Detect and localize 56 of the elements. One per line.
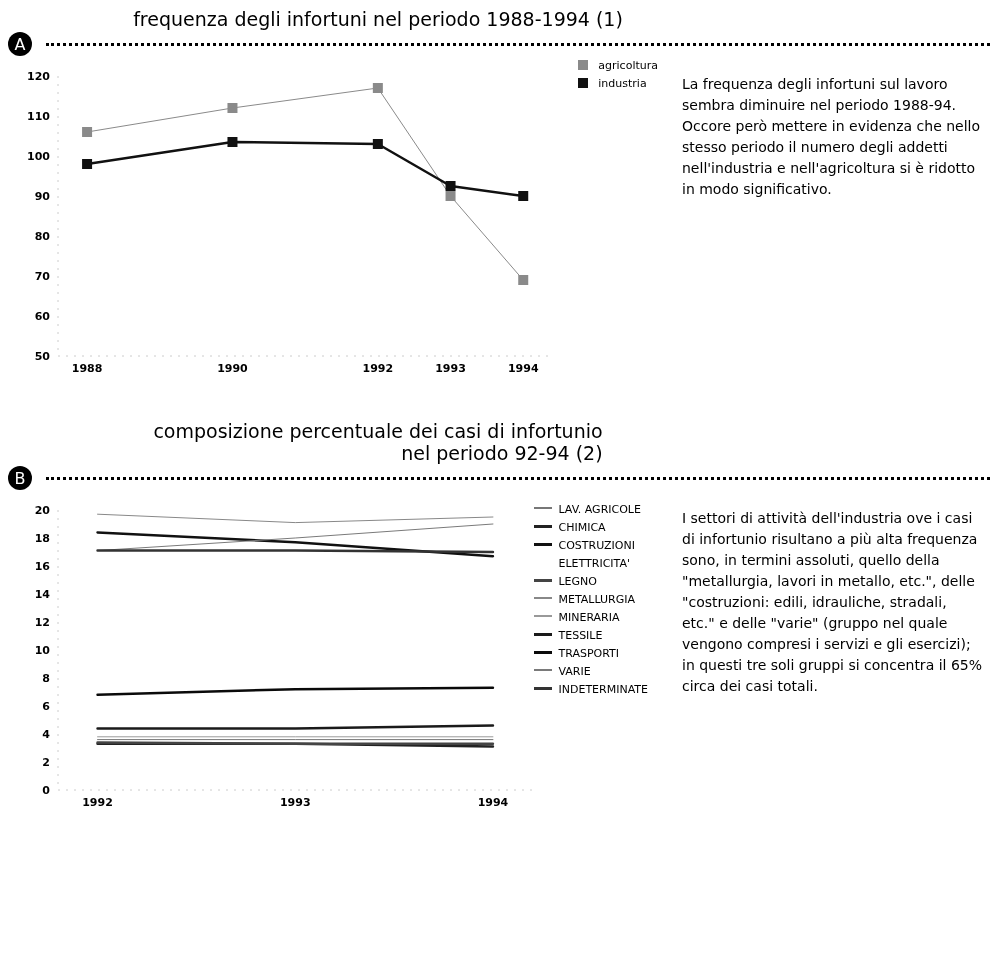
x-tick-label: 1992: [82, 795, 113, 809]
x-tick-label: 1994: [507, 361, 539, 375]
legend-label: INDETERMINATE: [558, 682, 648, 696]
y-tick-label: 50: [34, 349, 51, 363]
y-tick-label: 100: [27, 149, 51, 163]
point: [82, 127, 93, 137]
y-tick-label: 6: [42, 699, 51, 713]
point: [445, 181, 456, 191]
text: ELETTRICITA': [558, 556, 630, 570]
y-tick-label: 20: [34, 503, 51, 517]
x-tick-label: 1994: [477, 795, 509, 809]
text: B: [8, 466, 32, 490]
y-tick-label: 14: [34, 587, 51, 601]
y-tick-label: 4: [42, 727, 51, 741]
y-tick-label: 120: [27, 69, 51, 83]
point: [82, 159, 93, 169]
y-tick-label: 2: [42, 755, 50, 769]
y-tick-label: 80: [34, 229, 51, 243]
legend-label: industria: [598, 76, 647, 90]
point: [227, 137, 238, 147]
y-tick-label: 8: [42, 671, 50, 685]
chart-title: composizione percentuale dei casi di infortunio nel periodo 92-94 (2): [153, 420, 603, 464]
legend-label: METALLURGIA: [558, 592, 636, 606]
y-tick-label: 110: [27, 109, 51, 123]
x-tick-label: 1988: [71, 361, 103, 375]
legend-label: LAV. AGRICOLE: [558, 502, 641, 516]
legend-label: TESSILE: [558, 628, 603, 642]
legend-label: VARIE: [558, 664, 591, 678]
point: [445, 191, 456, 201]
text: A: [8, 32, 32, 56]
x-tick-label: 1990: [217, 361, 249, 375]
chart-title: frequenza degli infortuni nel periodo 1988-1994 (1): [133, 8, 623, 30]
y-tick-label: 16: [34, 559, 51, 573]
y-tick-label: 18: [34, 531, 50, 545]
point: [227, 103, 238, 113]
point: [518, 191, 529, 201]
text: I settori di attività dell'industria ove i casi di infortunio risultano a più alta frequenza sono, in termini assoluti, quello della "metallurgia, lavori in metallo, etc.", delle "costruzioni: edili, idrauliche, stradali, etc." e delle "varie" (gruppo nel quale vengono compresi i servizi e gli esercizi); in questi tre soli gruppi si concentra il 65% circa dei casi totali.: [682, 510, 983, 694]
point: [518, 275, 529, 285]
y-tick-label: 12: [34, 615, 50, 629]
legend-label: COSTRUZIONI: [558, 538, 635, 552]
legend-label: LEGNO: [558, 574, 597, 588]
legend-label: CHIMICA: [558, 520, 606, 534]
point: [372, 139, 383, 149]
x-tick-label: 1992: [362, 361, 394, 375]
text: La frequenza degli infortuni sul lavoro sembra diminuire nel periodo 1988-94. Occore però mettere in evidenza che nello stesso periodo il numero degli addetti nell'industria e nell'agricoltura si è ridotto in modo significativo.: [682, 75, 982, 199]
y-tick-label: 0: [42, 783, 51, 797]
legend-label: agricoltura: [598, 58, 658, 72]
y-tick-label: 70: [34, 269, 51, 283]
y-tick-label: 90: [34, 189, 51, 203]
y-tick-label: 60: [34, 309, 51, 323]
x-tick-label: 1993: [435, 361, 466, 375]
legend-label: MINERARIA: [558, 610, 620, 624]
y-tick-label: 10: [34, 643, 51, 657]
legend-label: TRASPORTI: [558, 646, 620, 660]
x-tick-label: 1993: [279, 795, 311, 809]
point: [372, 83, 383, 93]
